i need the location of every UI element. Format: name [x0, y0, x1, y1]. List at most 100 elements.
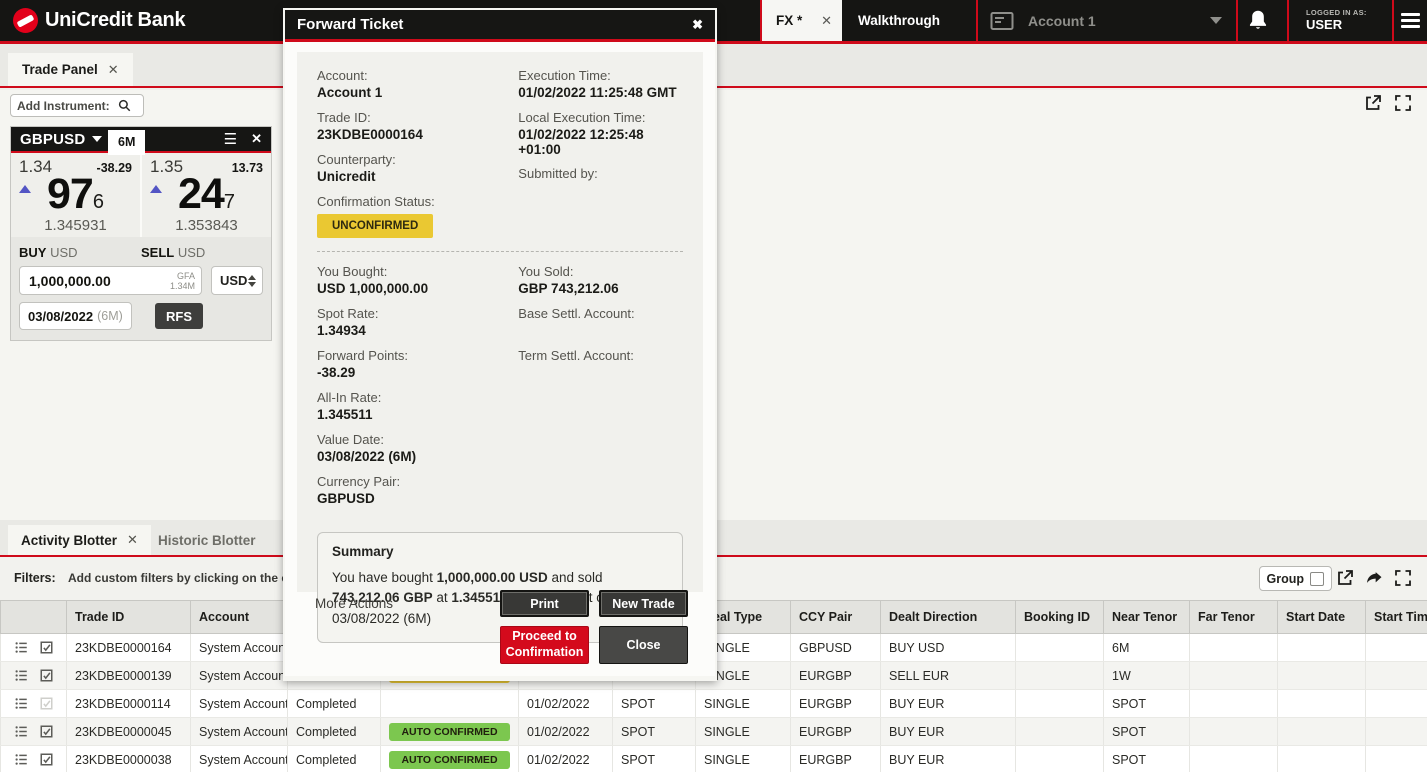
value-date-tenor: (6M) — [97, 309, 123, 323]
field-label: Counterparty: — [317, 152, 396, 167]
widget-menu-icon[interactable]: ☰ — [223, 131, 238, 148]
currency-spinner-icon — [248, 274, 256, 287]
ask-price-cell[interactable]: 1.35 13.73 247 1.353843 — [142, 153, 271, 237]
row-confirm-icon[interactable] — [39, 752, 54, 767]
main-menu-icon[interactable] — [1401, 13, 1420, 31]
tab-historic-blotter[interactable]: Historic Blotter — [158, 532, 256, 548]
add-instrument-input[interactable] — [17, 98, 117, 113]
cell-trade-id: 23KDBE0000038 — [66, 745, 191, 772]
col-header-start-date[interactable]: Start Date — [1277, 600, 1366, 634]
tab-walkthrough[interactable]: Walkthrough — [858, 13, 940, 28]
price-widget-header: GBPUSD 6M ☰ ✕ — [11, 127, 271, 155]
tab-activity-blotter-close-icon[interactable]: ✕ — [127, 532, 138, 547]
cell-start-date — [1277, 633, 1366, 662]
table-row[interactable]: 23KDBE0000045 System Account Completed A… — [0, 717, 1427, 746]
bid-price-cell[interactable]: 1.34 -38.29 976 1.345931 — [11, 153, 140, 237]
cell-product: SPOT — [612, 745, 696, 772]
modal-close-icon[interactable]: ✖ — [692, 16, 703, 32]
group-checkbox[interactable] — [1310, 571, 1324, 586]
search-icon[interactable] — [117, 98, 132, 113]
row-menu-icon[interactable] — [14, 640, 29, 655]
cell-trade-id: 23KDBE0000114 — [66, 689, 191, 718]
chevron-down-icon — [1210, 17, 1222, 24]
cell-start-time — [1365, 661, 1427, 690]
cell-near-tenor: 1W — [1103, 661, 1190, 690]
status-badge: AUTO CONFIRMED — [389, 750, 510, 769]
pair-chevron-down-icon[interactable] — [92, 136, 103, 142]
row-confirm-icon[interactable] — [39, 668, 54, 683]
col-header-dealt-direction[interactable]: Dealt Direction — [880, 600, 1016, 634]
fullscreen-icon[interactable] — [1393, 93, 1413, 113]
value-date-input[interactable]: 03/08/2022 (6M) — [19, 302, 132, 330]
col-header-near-tenor[interactable]: Near Tenor — [1103, 600, 1190, 634]
rfs-button[interactable]: RFS — [155, 303, 203, 329]
tab-fx-close-icon[interactable]: ✕ — [821, 12, 832, 28]
field-value — [518, 365, 683, 381]
field-value: GBPUSD — [317, 491, 375, 506]
cell-start-date — [1277, 745, 1366, 772]
share-icon[interactable] — [1364, 568, 1384, 588]
buy-ccy-label: USD — [50, 245, 78, 260]
dealt-currency-select[interactable]: USD — [211, 266, 263, 295]
user-name: USER — [1306, 17, 1343, 33]
popout-icon[interactable] — [1335, 568, 1355, 588]
field-value: -38.29 — [317, 365, 356, 380]
cell-account: System Account — [190, 717, 288, 746]
modal-footer: More Actions Print New Trade Proceed to … — [313, 590, 688, 664]
tenor-tab[interactable]: 6M — [108, 130, 146, 155]
cell-trade-id: 23KDBE0000139 — [66, 661, 191, 690]
popout-icon[interactable] — [1363, 93, 1383, 113]
account-selector[interactable]: Account 1 — [986, 0, 1234, 41]
currency-pair-selector[interactable]: GBPUSD — [20, 130, 86, 148]
col-header-account[interactable]: Account — [190, 600, 288, 634]
proceed-to-confirmation-button[interactable]: Proceed to Confirmation — [500, 626, 589, 664]
cell-far-tenor — [1189, 633, 1278, 662]
cell-trade-id: 23KDBE0000164 — [66, 633, 191, 662]
more-actions-link[interactable]: More Actions — [315, 596, 394, 611]
cell-near-tenor: SPOT — [1103, 745, 1190, 772]
row-menu-icon[interactable] — [14, 696, 29, 711]
field-label: Submitted by: — [518, 166, 598, 181]
section-divider — [317, 251, 683, 252]
tab-activity-blotter[interactable]: Activity Blotter ✕ — [8, 525, 151, 555]
col-header-start-time[interactable]: Start Time — [1365, 600, 1427, 634]
close-button[interactable]: Close — [599, 626, 688, 664]
col-header-trade-id[interactable]: Trade ID — [66, 600, 191, 634]
cell-ccy-pair: EURGBP — [790, 661, 881, 690]
bid-tick-up-icon — [19, 185, 31, 193]
cell-start-time — [1365, 745, 1427, 772]
add-instrument-box — [10, 94, 144, 117]
notifications-bell-icon[interactable] — [1244, 7, 1272, 35]
fullscreen-icon[interactable] — [1393, 568, 1413, 588]
cell-trade-date: 01/02/2022 — [518, 717, 613, 746]
field-label: Currency Pair: — [317, 474, 401, 489]
new-trade-button[interactable]: New Trade — [599, 590, 688, 617]
brand-name: UniCredit Bank — [45, 9, 186, 31]
unicredit-logo-icon — [13, 8, 38, 33]
tab-fx[interactable]: FX * ✕ — [762, 0, 842, 41]
col-header-booking-id[interactable]: Booking ID — [1015, 600, 1104, 634]
field-value: Account 1 — [317, 85, 383, 100]
field-label: All-In Rate: — [317, 390, 382, 405]
col-header-far-tenor[interactable]: Far Tenor — [1189, 600, 1278, 634]
field-label: Base Settl. Account: — [518, 306, 635, 321]
row-confirm-icon[interactable] — [39, 724, 54, 739]
row-menu-icon[interactable] — [14, 752, 29, 767]
row-menu-icon[interactable] — [14, 668, 29, 683]
row-menu-icon[interactable] — [14, 724, 29, 739]
cell-near-tenor: SPOT — [1103, 689, 1190, 718]
print-button[interactable]: Print — [500, 590, 589, 617]
tab-trade-panel[interactable]: Trade Panel ✕ — [8, 53, 133, 86]
cell-ccy-pair: GBPUSD — [790, 633, 881, 662]
table-row[interactable]: 23KDBE0000114 System Account Completed 0… — [0, 689, 1427, 718]
amount-input[interactable]: 1,000,000.00 GFA 1.34M — [19, 266, 202, 295]
tab-trade-panel-close-icon[interactable]: ✕ — [107, 61, 119, 77]
table-row[interactable]: 23KDBE0000038 System Account Completed A… — [0, 745, 1427, 772]
cell-account: System Account — [190, 633, 288, 662]
field-label: Value Date: — [317, 432, 384, 447]
col-header-ccy-pair[interactable]: CCY Pair — [790, 600, 881, 634]
cell-account: System Account — [190, 661, 288, 690]
bid-tenth: 6 — [92, 191, 104, 213]
widget-close-icon[interactable]: ✕ — [251, 131, 262, 146]
row-confirm-icon[interactable] — [39, 640, 54, 655]
